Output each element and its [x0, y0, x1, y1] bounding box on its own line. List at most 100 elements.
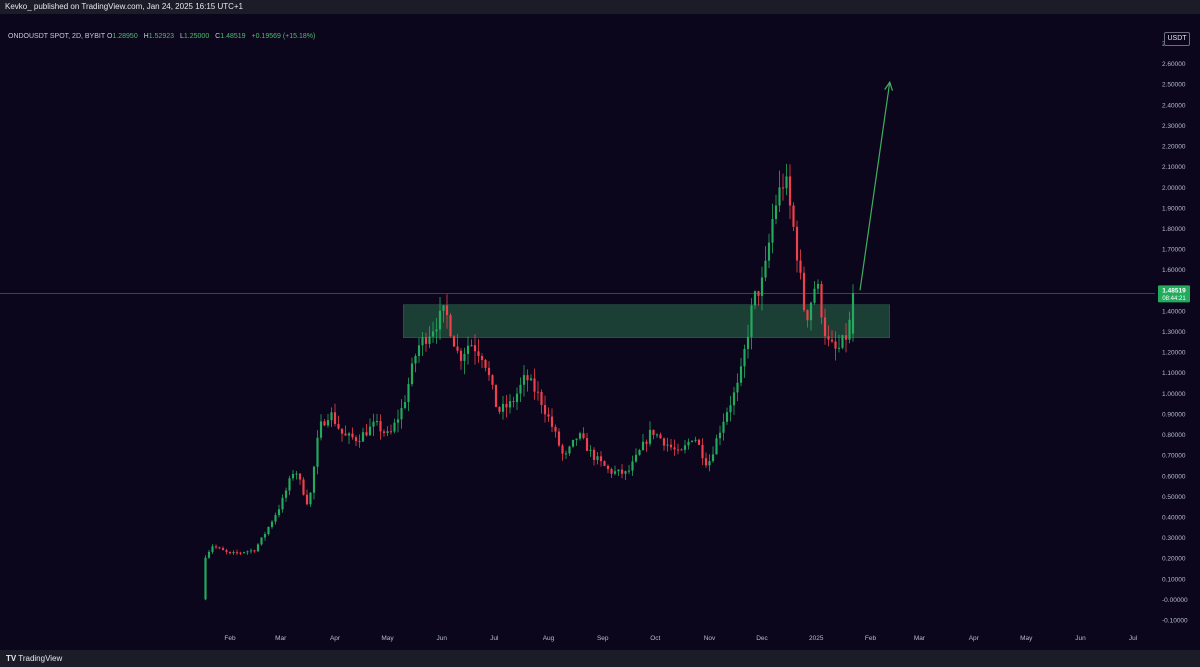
candle-body	[442, 305, 445, 311]
candle-body	[473, 345, 477, 352]
candle-body	[379, 421, 382, 432]
candle-body	[676, 449, 680, 451]
candle-body	[344, 433, 347, 436]
candle-body	[652, 429, 655, 435]
candle-body	[638, 450, 641, 455]
x-tick-label: Jul	[1129, 635, 1138, 642]
candle-body	[281, 497, 284, 510]
y-tick-label: 0.80000	[1162, 432, 1186, 439]
candle-body	[221, 548, 225, 551]
candle-body	[431, 331, 435, 337]
candle-body	[337, 423, 340, 429]
candle-body	[393, 422, 396, 432]
candle-body	[589, 449, 592, 451]
candle-body	[204, 557, 207, 600]
candle-body	[319, 421, 323, 438]
candle-body	[228, 551, 232, 554]
candle-body	[372, 421, 375, 427]
candle-body	[795, 226, 799, 261]
candle-body	[806, 310, 809, 321]
y-tick-label: 2.10000	[1162, 164, 1186, 171]
candle-body	[536, 391, 540, 393]
candle-body	[466, 345, 470, 354]
candle-body	[575, 438, 578, 440]
tradingview-logo-icon: TV	[6, 654, 17, 663]
candle-body	[263, 534, 267, 538]
candle-body	[540, 391, 543, 406]
candle-body	[701, 444, 704, 459]
candle-body	[771, 219, 774, 243]
candle-body	[736, 382, 739, 393]
candle-body	[767, 242, 771, 261]
candle-body	[547, 414, 550, 417]
candle-body	[382, 431, 386, 433]
tradingview-logo[interactable]: TV TradingView	[6, 653, 62, 664]
x-tick-label: Feb	[865, 635, 877, 642]
candle-body	[785, 176, 788, 189]
candle-body	[697, 439, 701, 445]
legend-open: 1.28950	[112, 33, 138, 40]
candle-body	[662, 438, 666, 446]
candle-body	[746, 336, 750, 349]
candle-body	[246, 551, 249, 553]
legend-high: 1.52923	[148, 33, 175, 40]
legend-close-label: C	[215, 33, 221, 40]
candle-body	[543, 405, 547, 415]
candle-body	[417, 345, 421, 356]
candle-body	[753, 291, 757, 306]
x-tick-label: Mar	[914, 635, 926, 642]
resistance-zone	[403, 304, 890, 338]
currency-button[interactable]: USDT	[1164, 32, 1190, 46]
candle-body	[809, 302, 813, 321]
y-tick-label: -0.00000	[1162, 597, 1188, 604]
y-tick-label: 1.00000	[1162, 391, 1186, 398]
candle-body	[235, 552, 239, 554]
x-tick-label: Jul	[490, 635, 499, 642]
candle-body	[449, 315, 452, 337]
candle-body	[456, 346, 459, 351]
candle-body	[421, 337, 424, 346]
candle-body	[508, 401, 512, 408]
candle-body	[302, 479, 305, 495]
y-tick-label: 1.10000	[1162, 370, 1186, 377]
candlestick-chart[interactable]: 2.700002.600002.500002.400002.300002.200…	[0, 14, 1200, 650]
y-tick-label: 1.70000	[1162, 247, 1186, 254]
candle-body	[743, 348, 746, 367]
legend-symbol: ONDOUSDT SPOT, 2D, BYBIT	[8, 33, 105, 40]
candle-body	[620, 469, 624, 474]
candle-body	[690, 440, 694, 442]
y-tick-label: 1.20000	[1162, 350, 1186, 357]
candle-body	[396, 419, 400, 423]
y-tick-label: 0.10000	[1162, 576, 1186, 583]
candle-body	[354, 437, 358, 442]
candle-body	[305, 494, 309, 505]
candle-body	[277, 509, 281, 516]
x-tick-label: Dec	[756, 635, 768, 642]
candle-body	[375, 421, 379, 423]
candle-body	[561, 445, 564, 454]
candle-body	[291, 474, 295, 479]
candle-body	[841, 335, 844, 348]
candle-body	[631, 461, 634, 471]
candle-body	[799, 260, 802, 273]
candle-body	[501, 403, 505, 412]
candle-body	[494, 384, 498, 408]
candle-body	[603, 461, 606, 466]
candle-body	[666, 444, 669, 446]
candle-body	[522, 375, 526, 385]
candle-body	[242, 552, 246, 554]
candle-body	[326, 420, 330, 426]
tradingview-logo-text: TradingView	[18, 654, 63, 663]
candle-body	[428, 336, 431, 344]
candle-body	[361, 432, 365, 442]
candle-body	[592, 449, 596, 460]
candle-body	[470, 345, 473, 347]
candle-body	[498, 407, 501, 412]
candle-body	[813, 288, 816, 303]
y-tick-label: -0.10000	[1162, 618, 1188, 625]
candle-body	[533, 378, 536, 392]
candle-body	[624, 471, 627, 474]
candle-body	[463, 353, 466, 361]
candle-body	[526, 375, 529, 381]
chart-area[interactable]: 2.700002.600002.500002.400002.300002.200…	[0, 14, 1200, 650]
